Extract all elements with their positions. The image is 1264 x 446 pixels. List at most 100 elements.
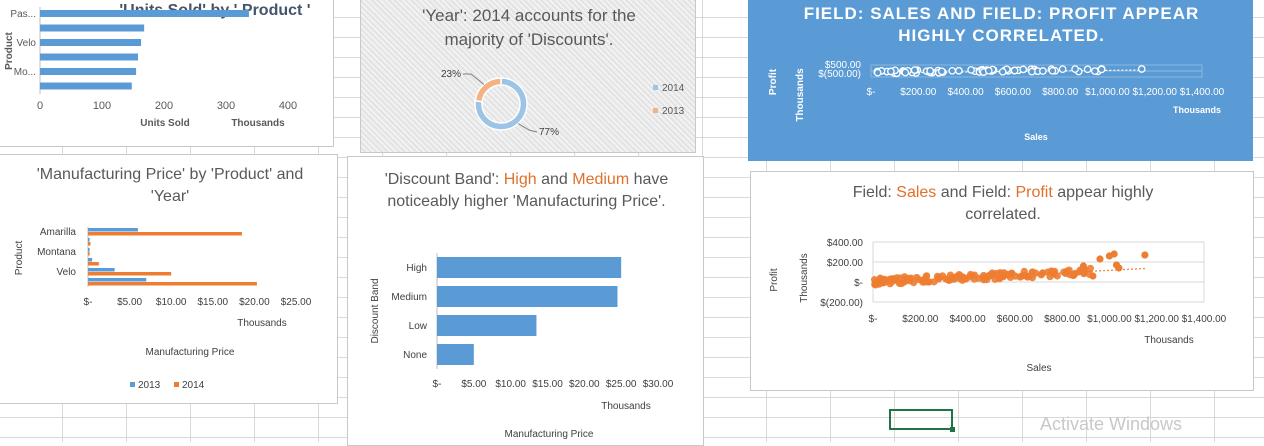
scatter-point — [1096, 255, 1104, 263]
title-part: 'Discount Band': — [384, 171, 504, 188]
x-tick-label: $800.00 — [1042, 87, 1079, 98]
sales-profit-orange-plot: $400.00 $200.00 $- $(200.00) $- $200.00 $400.0… — [769, 238, 1227, 374]
x-tick-label: $600.00 — [995, 87, 1032, 98]
bar-2013 — [88, 268, 115, 272]
x-tick-label: 100 — [93, 100, 111, 112]
x-axis-unit: Thousands — [231, 118, 285, 129]
bar-2014 — [88, 252, 90, 256]
sales-profit-orange-chart[interactable]: Field: Sales and Field: Profit appear hi… — [750, 171, 1254, 391]
scatter-point — [955, 66, 963, 75]
scatter-point — [934, 275, 943, 283]
x-tick-label: $15.00 — [198, 297, 229, 308]
scatter-point — [910, 66, 919, 74]
bar — [40, 53, 138, 61]
scatter-point — [1083, 65, 1092, 74]
scatter-point — [1071, 65, 1079, 73]
sales-profit-blue-plot: $500.00$(500.00) $- $200.00 $400.00 $600.00 $… — [768, 60, 1225, 142]
bar-2014 — [88, 262, 99, 266]
scatter-point — [967, 66, 975, 74]
category-label: Velo — [57, 267, 77, 278]
bar-2013 — [88, 248, 90, 252]
bar-2014 — [88, 272, 172, 276]
x-tick-label: $- — [84, 297, 93, 308]
x-axis-label: Manufacturing Price — [505, 429, 594, 440]
category-label: Mo... — [14, 67, 36, 78]
title-highlight-sales: Sales — [896, 184, 937, 201]
x-axis-unit: Thousands — [1144, 335, 1193, 346]
category-label: Montana — [37, 247, 76, 258]
discounts-chart-title: 'Year': 2014 accounts for the majority o… — [422, 6, 636, 49]
bar — [40, 68, 137, 75]
title-highlight-profit: Profit — [1015, 184, 1053, 201]
scatter-point — [1028, 274, 1036, 282]
selected-cell[interactable] — [889, 409, 955, 432]
title-part: Field: — [852, 184, 897, 201]
trendline — [875, 267, 1145, 284]
scatter-point — [873, 68, 882, 77]
scatter-point — [1039, 67, 1047, 75]
scatter-point — [887, 67, 895, 76]
y-tick-label: $(200.00) — [820, 298, 863, 309]
x-tick-label: $- — [867, 87, 876, 98]
sales-profit-blue-chart[interactable]: FIELD: SALES AND FIELD: PROFIT APPEAR HI… — [748, 0, 1253, 161]
scatter-point — [1086, 264, 1094, 272]
scatter-point — [991, 275, 999, 283]
legend-swatch — [130, 382, 135, 387]
discount-band-plot: High Medium Low None $- $5.00 $10.00 $15.00 $20.… — [370, 253, 674, 440]
x-tick-label: $1,400.00 — [1180, 87, 1225, 98]
mfg-price-product-plot: Amarilla Montana Velo $- $5.00 $10.00 $15.00 $2… — [14, 227, 312, 391]
activate-windows-watermark: Activate Windows — [1040, 414, 1183, 434]
bar — [40, 24, 145, 32]
x-tick-label: $- — [433, 379, 442, 390]
y-axis-unit: Thousands — [799, 253, 810, 302]
y-tick-label: $200.00 — [827, 258, 864, 269]
scatter-point — [1010, 66, 1019, 75]
bar-2013 — [88, 258, 93, 262]
bar — [437, 315, 537, 336]
scatter-point — [1097, 65, 1106, 74]
scatter-point — [946, 271, 955, 279]
x-tick-label: $10.00 — [495, 379, 526, 390]
scatter-point — [1079, 262, 1088, 270]
discount-band-chart[interactable]: 'Discount Band': High and Medium have no… — [347, 156, 704, 446]
legend-swatch — [653, 108, 658, 113]
bar — [40, 10, 249, 17]
y-axis-label: Discount Band — [370, 278, 381, 343]
x-tick-label: $400.00 — [947, 87, 984, 98]
scatter-point — [915, 275, 923, 284]
scatter-point — [1019, 65, 1028, 74]
legend-label: 2014 — [182, 380, 205, 391]
x-axis-label: Sales — [1026, 363, 1051, 374]
units-sold-chart[interactable]: 'Units Sold' by ' Product 'Pas...VeloMo.… — [0, 0, 334, 147]
x-tick-label: $5.00 — [117, 297, 142, 308]
x-tick-label: $20.00 — [239, 297, 270, 308]
x-axis-unit: Thousands — [601, 401, 650, 412]
discounts-doughnut-chart[interactable]: 'Year': 2014 accounts for the majority o… — [360, 0, 696, 153]
category-label: Amarilla — [40, 227, 77, 238]
scatter-point — [923, 272, 931, 280]
scatter-point — [988, 269, 996, 277]
bar — [437, 257, 622, 278]
mfg-price-product-year-chart[interactable]: 'Manufacturing Price' by 'Product' and '… — [0, 154, 338, 404]
leader-line — [463, 73, 485, 85]
scatter-point — [901, 68, 910, 77]
scatter-point — [1060, 268, 1068, 276]
scatter-point — [1039, 269, 1047, 277]
mfg-price-product-title: 'Manufacturing Price' by 'Product' and '… — [36, 166, 304, 205]
x-axis-label: Manufacturing Price — [146, 347, 235, 358]
scatter-point — [1058, 65, 1067, 74]
title-highlight-high: High — [503, 171, 537, 188]
bar — [437, 344, 474, 365]
discounts-plot: 77% 23% 2014 2013 — [441, 69, 685, 138]
x-tick-label: $1,400.00 — [1182, 314, 1227, 325]
scatter-point — [1141, 251, 1149, 259]
scatter-point — [937, 67, 946, 76]
bar-2014 — [88, 232, 242, 236]
bar — [40, 39, 142, 46]
scatter-point — [998, 67, 1007, 76]
x-tick-label: $25.00 — [281, 297, 312, 308]
scatter-point — [923, 277, 932, 286]
title-part: and Field: — [936, 184, 1016, 201]
x-tick-label: $5.00 — [461, 379, 486, 390]
x-tick-label: 300 — [217, 100, 235, 112]
